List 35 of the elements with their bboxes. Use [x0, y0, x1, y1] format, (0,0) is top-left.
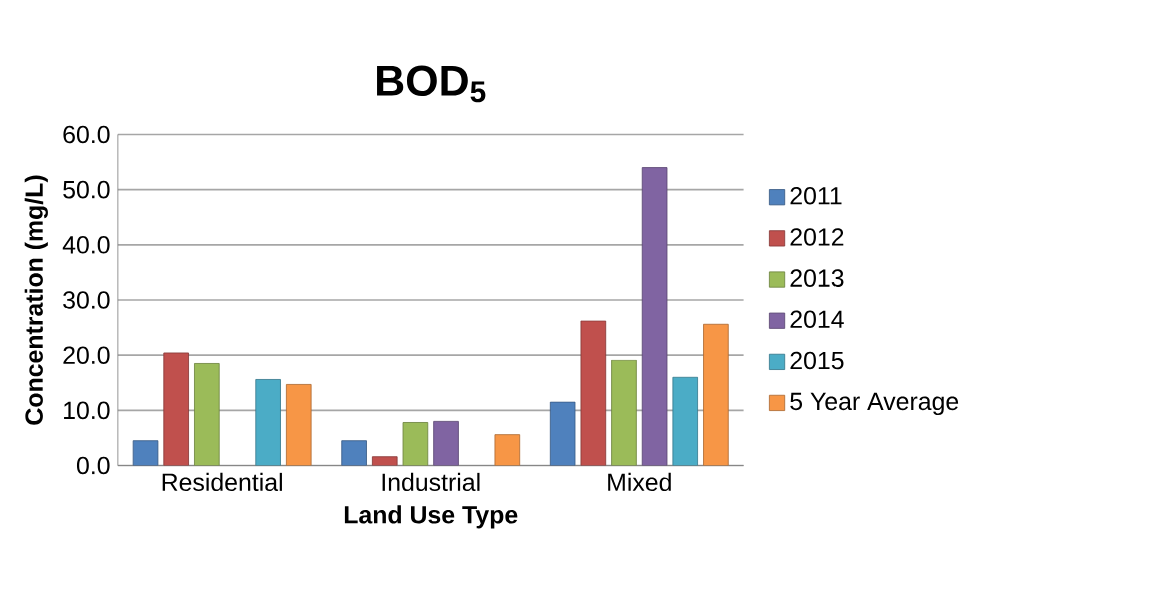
- x-tick-label: Industrial: [382, 472, 480, 492]
- bar: [641, 167, 668, 466]
- legend-label: 2013: [790, 269, 844, 287]
- y-tick-label: 30.0: [63, 291, 110, 309]
- bar: [371, 456, 398, 466]
- y-tick-label: 10.0: [64, 401, 110, 420]
- bar: [402, 421, 429, 466]
- bar: [549, 401, 576, 466]
- legend-label: 2011: [790, 186, 842, 205]
- legend-label: 5 Year Average: [790, 392, 959, 416]
- x-tick-label: Residential: [162, 472, 282, 492]
- bar: [672, 376, 699, 466]
- y-tick-label: 20.0: [63, 346, 110, 364]
- bar: [611, 359, 637, 466]
- y-tick-label: 50.0: [63, 180, 110, 199]
- bar: [285, 383, 312, 466]
- bar: [194, 362, 220, 466]
- bar: [703, 323, 729, 466]
- legend-label: 2012: [790, 228, 844, 246]
- chart-title: BOD$_{5}$: [377, 65, 486, 103]
- bar: [580, 320, 607, 466]
- bar: [255, 378, 281, 466]
- bar: [341, 440, 367, 466]
- y-tick-label: 40.0: [62, 235, 110, 254]
- bar: [132, 440, 159, 466]
- y-tick-label: 60.0: [63, 125, 110, 144]
- legend-label: 2014: [790, 310, 844, 328]
- bar: [433, 420, 459, 466]
- bar: [494, 434, 521, 466]
- y-tick-label: 0.0: [76, 456, 110, 475]
- y-axis-title: Concentration (mg/L): [24, 175, 48, 425]
- legend-label: 2015: [790, 351, 844, 370]
- bar: [163, 352, 189, 466]
- x-axis-title: Land Use Type: [344, 505, 518, 529]
- x-tick-label: Mixed: [608, 472, 671, 492]
